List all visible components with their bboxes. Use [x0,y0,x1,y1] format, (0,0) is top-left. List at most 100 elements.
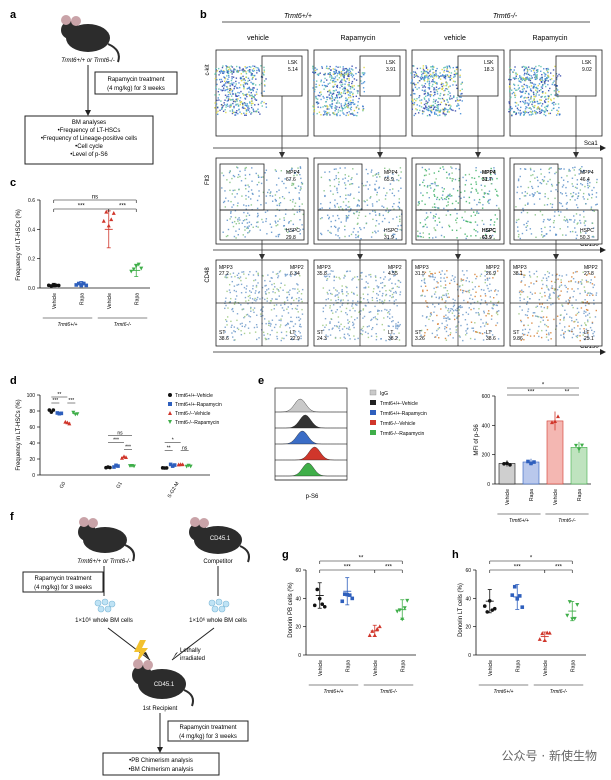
data-point [320,602,325,607]
flow-event [586,178,589,181]
flow-event [344,337,346,340]
flow-event [383,329,385,331]
data-point [345,592,350,597]
flow-event [531,110,534,112]
flow-event [295,298,298,300]
flow-event [422,181,424,184]
flow-event [497,310,500,312]
flow-event [335,69,338,72]
flow-event [557,296,559,299]
flow-event [532,174,534,176]
flow-event [299,332,301,334]
flow-event [338,206,340,208]
flow-event [551,206,553,209]
flow-event [487,312,489,315]
flow-event [238,277,241,280]
flow-event [531,113,534,115]
flow-event [364,286,367,288]
flow-event [368,274,370,276]
flow-event [226,69,228,72]
flow-event [348,71,350,74]
flow-event [491,234,494,237]
flow-event [438,297,440,300]
flow-event [459,336,461,338]
flow-event [323,275,326,277]
flow-event [289,199,292,202]
flow-event [243,88,245,90]
flow-event [445,104,447,106]
flow-event [369,212,371,215]
flow-event [317,106,319,108]
flow-event [461,88,463,90]
flow-event [582,192,585,195]
flow-event [489,224,492,226]
flow-event [257,273,259,275]
flow-event [549,293,551,295]
flow-event [349,338,351,340]
flow-event [285,228,287,231]
flow-event [412,88,414,91]
flow-event [290,220,292,222]
flow-event [391,270,394,272]
flow-event [228,66,230,68]
flow-event [553,97,555,100]
flow-event [276,288,278,290]
flow-event [423,179,425,181]
flow-event [342,68,344,70]
flow-event [436,334,438,336]
flow-event [392,234,394,236]
flow-event [468,280,470,283]
flow-event [379,299,381,301]
mouse-icon [61,15,120,63]
flow-event [589,294,591,297]
flow-event [593,335,595,337]
flow-event [222,89,224,91]
flow-event [578,173,580,175]
flow-event [339,114,341,117]
flow-event [527,202,529,204]
flow-event [425,100,427,102]
flow-event [553,289,556,291]
flow-event [555,234,557,236]
flow-event [523,97,525,99]
flow-event [424,285,427,287]
flow-event [484,233,487,236]
flow-event [524,112,526,114]
data-point [350,596,355,601]
flow-event [327,298,330,300]
flow-event [366,204,369,206]
flow-event [258,291,261,293]
flow-event [441,85,443,88]
flow-event [441,194,444,196]
flow-event [237,202,239,204]
flow-event [432,217,435,219]
flow-event [554,172,556,175]
flow-event [347,84,349,86]
flow-event [235,111,237,114]
flow-event [518,80,520,82]
quad-value: 3.26 [415,336,425,342]
flow-event [560,176,563,179]
flow-event [514,94,517,97]
flow-event [570,317,573,319]
flow-event [221,66,224,69]
flow-event [326,104,328,107]
flow-event [298,290,300,293]
flow-event [357,231,359,233]
flow-event [536,75,538,77]
flow-event [298,319,300,322]
flow-event [439,114,441,116]
flow-event [346,100,348,102]
flow-event [536,176,538,178]
flow-event [344,167,346,169]
flow-event [468,307,470,309]
flow-event [337,316,340,318]
flow-event [234,216,237,219]
flow-event [357,300,359,303]
flow-event [345,104,348,106]
flow-event [338,96,341,99]
flow-event [547,100,550,103]
flow-event [385,293,388,296]
flow-event [525,78,527,81]
flow-event [418,87,420,89]
